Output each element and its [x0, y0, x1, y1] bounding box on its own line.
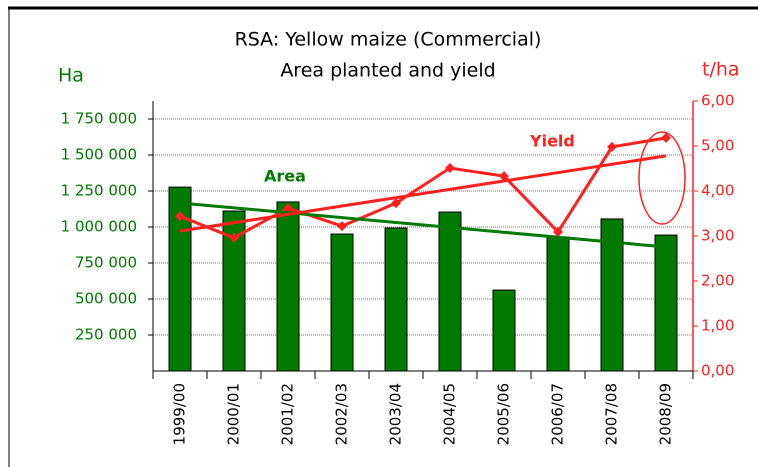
yield-line [179, 136, 667, 240]
y-tick-label: 1 000 000 [61, 218, 137, 236]
chart-subtitle: Area planted and yield [280, 60, 495, 82]
y-tick-label: 1 500 000 [61, 146, 137, 164]
y-tick-label: 1 250 000 [61, 182, 137, 200]
y2-tick-label: 2,00 [701, 272, 734, 290]
trend-line [179, 154, 667, 233]
y2-tick-label: 1,00 [701, 317, 734, 335]
bar [546, 236, 570, 372]
y-axis-label: Ha [58, 65, 84, 87]
bar [276, 201, 300, 372]
bar [222, 210, 246, 372]
yield-marker [445, 163, 455, 174]
y2-tick-label: 5,00 [701, 137, 734, 155]
bar [330, 233, 354, 372]
y-tick-label: 1 750 000 [61, 110, 137, 128]
y-tick-label: 500 000 [75, 290, 137, 308]
bar [654, 234, 678, 372]
y2-tick-label: 0,00 [701, 362, 734, 380]
y-tick-label: 750 000 [75, 254, 137, 272]
yield-marker [661, 132, 671, 143]
yield-marker [391, 198, 401, 209]
bar [384, 227, 408, 372]
yield-marker [283, 203, 293, 214]
series-label: Area [264, 167, 306, 186]
bar [438, 211, 462, 372]
bar [600, 218, 624, 372]
x-tick-label: 2006/07 [549, 383, 567, 445]
x-tick-label: 2004/05 [441, 383, 459, 445]
yield-marker [553, 226, 563, 237]
x-tick-label: 2007/08 [603, 383, 621, 445]
x-tick-label: 2001/02 [279, 383, 297, 445]
x-tick-label: 2005/06 [495, 383, 513, 445]
bar [168, 186, 192, 372]
y2-tick-label: 6,00 [701, 92, 734, 110]
yield-marker [229, 232, 239, 243]
y2-tick-label: 3,00 [701, 227, 734, 245]
series-label: Yield [529, 132, 575, 151]
yield-marker [175, 211, 185, 222]
x-tick-label: 1999/00 [171, 383, 189, 445]
yield-marker [337, 221, 347, 232]
x-tick-label: 2003/04 [387, 383, 405, 445]
highlight-ellipse [638, 131, 686, 225]
yield-marker [607, 141, 617, 152]
chart-title: RSA: Yellow maize (Commercial) [235, 29, 542, 51]
trend-line [179, 201, 667, 249]
yield-marker [499, 171, 509, 182]
x-tick-label: 2008/09 [657, 383, 675, 445]
y2-tick-label: 4,00 [701, 182, 734, 200]
x-tick-label: 2000/01 [225, 383, 243, 445]
y2-axis-label: t/ha [702, 59, 740, 81]
x-tick-label: 2002/03 [333, 383, 351, 445]
y-tick-label: 250 000 [75, 326, 137, 344]
bar [492, 289, 516, 372]
